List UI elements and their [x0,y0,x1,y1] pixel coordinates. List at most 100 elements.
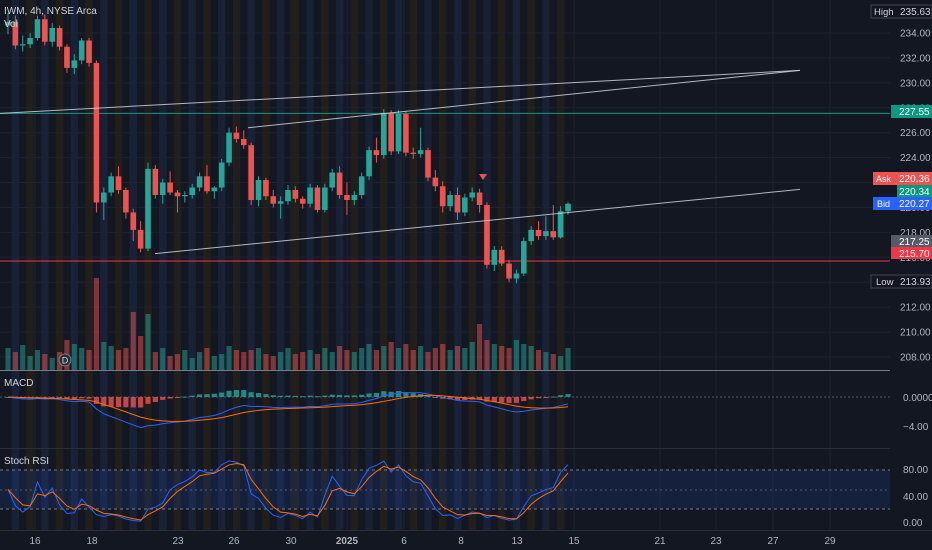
candle[interactable] [285,185,291,205]
candle-body [513,273,520,279]
macd-histogram-bar [108,397,114,407]
candle[interactable] [528,226,534,245]
candle[interactable] [240,130,247,149]
stoch-rsi-pane[interactable]: Stoch RSI [0,456,890,522]
candle[interactable] [255,176,262,207]
candle[interactable] [115,166,122,194]
candle[interactable] [49,23,56,47]
candle[interactable] [469,187,476,202]
candle[interactable] [123,187,129,219]
candle[interactable] [204,165,210,194]
candle[interactable] [152,165,159,199]
trend-channel[interactable] [0,69,801,255]
candle[interactable] [196,172,203,192]
high-label-caption: High [874,7,894,18]
volume-bar [27,356,33,370]
candle[interactable] [159,178,166,204]
candle[interactable] [403,111,409,157]
candle[interactable] [189,183,196,199]
high-label: High 235.63 [870,4,932,19]
volume-bar [138,336,144,370]
candle[interactable] [64,44,70,73]
candlestick-series[interactable] [5,13,571,284]
time-axis-label: 16 [29,536,41,547]
macd-pane[interactable]: MACD [0,378,890,429]
price-scale[interactable]: 235.63234.00232.00230.00228.00226.00224.… [870,0,932,530]
candle[interactable] [329,168,336,192]
candle[interactable] [56,25,63,51]
candle[interactable] [557,206,564,239]
candle[interactable] [432,170,439,192]
candle[interactable] [19,35,26,52]
candle[interactable] [373,137,380,163]
candle[interactable] [344,182,350,215]
candle[interactable] [299,196,306,209]
candle[interactable] [277,196,284,219]
candle[interactable] [233,126,240,143]
candle[interactable] [270,190,277,208]
candle[interactable] [454,187,461,220]
candle[interactable] [130,208,137,242]
volume-bar [263,354,269,370]
candle[interactable] [484,202,490,269]
macd-histogram-bar [233,389,239,397]
candle[interactable] [550,204,557,240]
candle[interactable] [137,221,144,253]
channel-upper-short-line[interactable] [247,69,801,129]
candle[interactable] [5,13,11,35]
candle[interactable] [100,187,107,220]
session-band [203,0,211,530]
candle[interactable] [174,190,181,213]
candle[interactable] [211,186,218,199]
candle[interactable] [506,259,512,283]
candle[interactable] [42,14,48,46]
candle[interactable] [226,127,232,167]
session-band [350,0,358,530]
volume-bar [322,348,328,370]
candle[interactable] [351,191,358,205]
candle[interactable] [498,246,505,267]
candle[interactable] [108,172,114,197]
candle[interactable] [314,185,321,213]
candle[interactable] [513,269,520,284]
dividend-marker[interactable]: D [58,353,72,367]
candle[interactable] [388,110,394,156]
candle[interactable] [543,216,549,240]
candle[interactable] [167,171,173,195]
candle[interactable] [307,183,313,208]
candle[interactable] [218,158,225,192]
candle[interactable] [86,37,92,67]
candle[interactable] [71,54,78,75]
candle[interactable] [417,127,424,158]
candle[interactable] [535,221,542,240]
candle[interactable] [410,147,417,159]
candle[interactable] [34,15,41,41]
candle[interactable] [322,183,328,213]
candle[interactable] [292,186,299,203]
candle[interactable] [145,162,151,252]
candle[interactable] [439,181,446,213]
candle[interactable] [491,246,498,272]
candle[interactable] [27,33,33,48]
candle[interactable] [366,146,372,181]
price-tick-label: 210.00 [900,328,931,339]
candle[interactable] [182,191,188,203]
candle[interactable] [476,188,483,213]
candle[interactable] [358,172,365,199]
candle[interactable] [447,191,453,212]
candle[interactable] [462,193,468,217]
candle[interactable] [425,147,431,182]
candle[interactable] [93,60,100,213]
candle[interactable] [336,166,343,199]
channel-upper-line[interactable] [0,69,801,114]
candle[interactable] [380,109,387,159]
candle[interactable] [248,142,254,205]
candle[interactable] [395,110,402,154]
channel-lower-line[interactable] [154,188,801,255]
candle[interactable] [78,37,85,65]
candle[interactable] [12,15,19,50]
candle[interactable] [263,177,269,200]
time-axis[interactable]: 16 18 23 26 30 2025 6 8 13 15 21 23 27 29 [0,530,932,548]
candle[interactable] [520,237,527,276]
